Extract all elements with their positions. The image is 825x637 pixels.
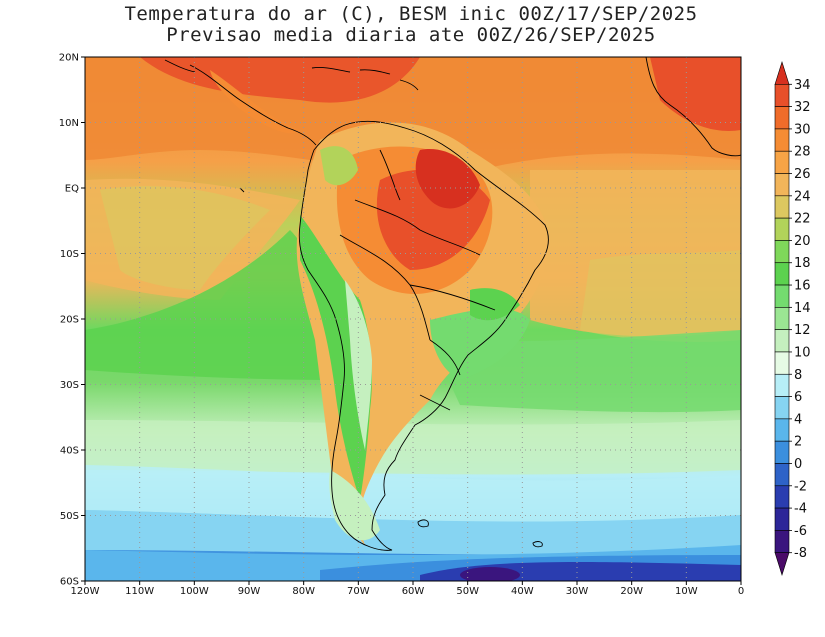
colorbar-label: 14 xyxy=(794,301,811,316)
colorbar-swatch xyxy=(774,418,790,442)
colorbar-label: 26 xyxy=(794,167,811,182)
colorbar-label: 20 xyxy=(794,234,811,249)
lat-label: 10N xyxy=(59,118,79,129)
colorbar-label: 4 xyxy=(794,412,802,427)
lon-label: 20W xyxy=(620,586,643,597)
colorbar-label: -2 xyxy=(794,479,807,494)
colorbar-swatch xyxy=(774,284,790,308)
lat-label: 20S xyxy=(60,315,79,326)
colorbar-label: 34 xyxy=(794,78,811,93)
colorbar-label: 10 xyxy=(794,345,811,360)
colorbar-label: 30 xyxy=(794,122,811,137)
colorbar-label: -4 xyxy=(794,502,807,517)
colorbar-lower-arrow xyxy=(774,552,790,577)
colorbar-swatch xyxy=(774,262,790,286)
map-title-line1: Temperatura do ar (C), BESM inic 00Z/17/… xyxy=(124,3,698,25)
colorbar-label: 24 xyxy=(794,189,811,204)
temperature-field xyxy=(85,57,741,581)
colorbar-swatch xyxy=(774,106,790,130)
lon-label: 0 xyxy=(738,586,744,597)
colorbar-label: 22 xyxy=(794,212,811,227)
colorbar-swatch xyxy=(774,396,790,420)
lon-label: 80W xyxy=(292,586,315,597)
colorbar-swatch xyxy=(774,217,790,241)
lon-label: 90W xyxy=(238,586,261,597)
colorbar-swatch xyxy=(774,351,790,375)
colorbar-upper-arrow xyxy=(774,60,790,85)
lon-label: 110W xyxy=(125,586,154,597)
colorbar-swatch xyxy=(774,329,790,353)
colorbar-swatch xyxy=(774,373,790,397)
lat-label: 10S xyxy=(60,249,79,260)
colorbar-swatch xyxy=(774,128,790,152)
colorbar-swatch xyxy=(774,463,790,487)
lon-label: 10W xyxy=(675,586,698,597)
colorbar-label: 16 xyxy=(794,279,811,294)
colorbar-swatch xyxy=(774,507,790,531)
coastlines xyxy=(164,57,741,551)
lat-label: 30S xyxy=(60,380,79,391)
lon-label: 70W xyxy=(347,586,370,597)
map-title-line2: Previsao media diaria ate 00Z/26/SEP/202… xyxy=(166,24,656,46)
colorbar-label: 8 xyxy=(794,368,802,383)
colorbar-swatch xyxy=(774,195,790,219)
lon-label: 50W xyxy=(456,586,479,597)
colorbar-swatch xyxy=(774,84,790,107)
lat-label: 60S xyxy=(60,577,79,588)
lat-label: 20N xyxy=(59,53,79,64)
lon-label: 100W xyxy=(180,586,209,597)
lat-label: 50S xyxy=(60,511,79,522)
colorbar-label: 2 xyxy=(794,435,802,450)
colorbar-label: -8 xyxy=(794,546,807,561)
colorbar-swatch xyxy=(774,150,790,174)
colorbar-swatch xyxy=(774,485,790,509)
lon-label: 120W xyxy=(71,586,100,597)
colorbar-swatch xyxy=(774,440,790,464)
lon-label: 60W xyxy=(402,586,425,597)
lon-label: 30W xyxy=(566,586,589,597)
colorbar-label: 12 xyxy=(794,323,811,338)
lat-label: EQ xyxy=(65,184,79,195)
colorbar-label: 32 xyxy=(794,100,811,115)
colorbar-swatch xyxy=(774,307,790,330)
colorbar-label: 18 xyxy=(794,256,811,271)
colorbar-label: 6 xyxy=(794,390,802,405)
colorbar-swatch xyxy=(774,173,790,197)
colorbar-label: 28 xyxy=(794,145,811,160)
colorbar-label: 0 xyxy=(794,457,802,472)
colorbar-swatch xyxy=(774,240,790,264)
colorbar-swatch xyxy=(774,530,790,553)
lon-label: 40W xyxy=(511,586,534,597)
colorbar-label: -6 xyxy=(794,524,807,539)
lat-label: 40S xyxy=(60,446,79,457)
